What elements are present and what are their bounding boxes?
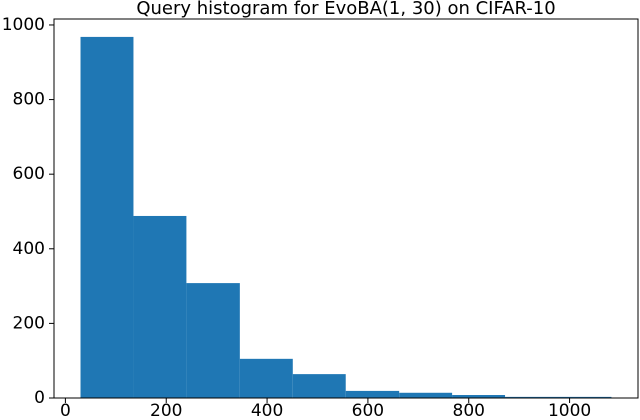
bar xyxy=(505,396,559,398)
x-tick-label: 200 xyxy=(150,401,182,420)
bar xyxy=(80,36,134,398)
bar xyxy=(133,215,187,398)
bar xyxy=(399,392,453,398)
x-tick-label: 0 xyxy=(60,401,71,420)
chart-title: Query histogram for EvoBA(1, 30) on CIFA… xyxy=(136,0,555,19)
x-tick-label: 1000 xyxy=(548,401,591,420)
y-tick-label: 1000 xyxy=(2,15,45,35)
x-tick-label: 400 xyxy=(251,401,283,420)
plot-frame xyxy=(53,18,639,399)
bar xyxy=(558,396,612,398)
bar xyxy=(345,390,400,398)
bar xyxy=(292,374,346,398)
bar xyxy=(452,395,506,398)
bar xyxy=(239,358,293,398)
y-tick-label: 200 xyxy=(13,313,45,333)
y-tick-label: 400 xyxy=(13,239,45,259)
y-tick-label: 600 xyxy=(13,164,45,184)
bar xyxy=(186,283,240,398)
y-tick-label: 800 xyxy=(13,90,45,110)
x-tick-label: 600 xyxy=(352,401,384,420)
y-tick-label: 0 xyxy=(34,388,45,408)
x-tick-label: 800 xyxy=(453,401,485,420)
